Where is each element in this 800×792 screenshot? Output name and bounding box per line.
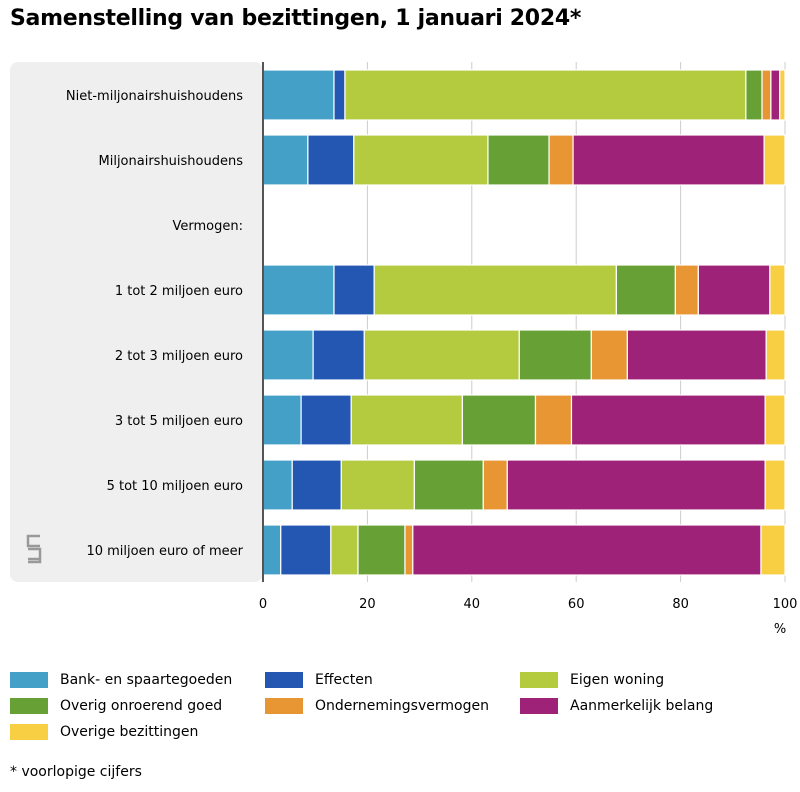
bar-segment-2 <box>350 394 464 446</box>
bar-segment-5 <box>572 134 765 186</box>
legend-swatch <box>520 698 558 714</box>
bar-segment-6 <box>763 134 786 186</box>
x-axis-label: % <box>774 622 786 637</box>
bar-segment-6 <box>765 329 786 381</box>
bar-segment-2 <box>363 329 520 381</box>
bar-segment-5 <box>506 459 766 511</box>
legend-item: Aanmerkelijk belang <box>520 698 713 714</box>
category-label: 3 tot 5 miljoen euro <box>115 414 243 429</box>
bar-segment-4 <box>534 394 573 446</box>
bar-segment-6 <box>769 264 786 316</box>
legend-item: Eigen woning <box>520 672 664 688</box>
cbs-logo <box>26 534 42 564</box>
bar-segment-0 <box>262 264 335 316</box>
bar-segment-3 <box>461 394 537 446</box>
legend-label: Eigen woning <box>570 672 665 688</box>
bar-segment-1 <box>280 524 332 576</box>
bar-segment-2 <box>353 134 489 186</box>
bar-segment-1 <box>300 394 352 446</box>
bar-segment-0 <box>262 134 309 186</box>
bar-segment-4 <box>404 524 414 576</box>
bar-segment-0 <box>262 394 302 446</box>
bar-segment-6 <box>760 524 786 576</box>
legend-swatch <box>10 724 48 740</box>
bar-segment-2 <box>340 459 415 511</box>
category-label: 10 miljoen euro of meer <box>86 544 243 559</box>
x-tick-label: 0 <box>259 597 267 612</box>
x-tick-label: 40 <box>464 597 481 612</box>
legend-item: Overig onroerend goed <box>10 698 222 714</box>
bar-segment-4 <box>548 134 574 186</box>
bar-segment-6 <box>779 69 786 121</box>
legend-label: Aanmerkelijk belang <box>570 698 714 714</box>
bar-segment-0 <box>262 459 293 511</box>
bar-segment-4 <box>674 264 699 316</box>
x-tick-label: 80 <box>672 597 689 612</box>
legend-swatch <box>265 698 303 714</box>
bar-segment-5 <box>770 69 781 121</box>
legend-label: Bank- en spaartegoeden <box>60 672 233 688</box>
legend-swatch <box>10 698 48 714</box>
category-label: Niet-miljonairshuishoudens <box>66 89 243 104</box>
bar-segment-2 <box>344 69 747 121</box>
bar-segment-4 <box>590 329 628 381</box>
stacked-bar-chart: 0 20 40 60 80 100% Niet-miljonairshuishoudens M… <box>26 62 798 637</box>
category-label-panel <box>10 62 263 582</box>
bar-segment-5 <box>697 264 771 316</box>
legend-item: Bank- en spaartegoeden <box>10 672 232 688</box>
bar-segment-3 <box>413 459 484 511</box>
category-label: 2 tot 3 miljoen euro <box>115 349 243 364</box>
bar-segment-3 <box>357 524 406 576</box>
legend-swatch <box>10 672 48 688</box>
bar-segment-2 <box>330 524 359 576</box>
bar-segment-3 <box>518 329 592 381</box>
legend-label: Ondernemingsvermogen <box>315 698 489 714</box>
x-tick-label: 20 <box>359 597 376 612</box>
bar-segment-5 <box>626 329 767 381</box>
bar-segment-6 <box>764 394 786 446</box>
footnote: * voorlopige cijfers <box>10 764 142 780</box>
legend-swatch <box>520 672 558 688</box>
x-tick-label: 100 <box>773 597 798 612</box>
x-tick-label: 60 <box>568 597 585 612</box>
bar-segment-2 <box>373 264 617 316</box>
legend-label: Overig onroerend goed <box>60 698 223 714</box>
legend-label: Overige bezittingen <box>60 724 199 740</box>
bar-segment-0 <box>262 329 314 381</box>
category-label: Vermogen: <box>173 219 243 234</box>
bar-segment-1 <box>312 329 365 381</box>
legend-item: Ondernemingsvermogen <box>265 698 489 714</box>
bar-segment-0 <box>262 69 335 121</box>
category-label: 1 tot 2 miljoen euro <box>115 284 243 299</box>
legend-label: Effecten <box>315 672 373 688</box>
bar-segment-1 <box>307 134 355 186</box>
chart-title: Samenstelling van bezittingen, 1 januari… <box>10 6 582 31</box>
bar-segment-3 <box>745 69 763 121</box>
bar-segment-5 <box>412 524 762 576</box>
bar-segment-1 <box>333 69 346 121</box>
legend-item: Effecten <box>265 672 373 688</box>
bar-segment-4 <box>482 459 508 511</box>
bar-segment-1 <box>291 459 342 511</box>
bar-segment-6 <box>764 459 786 511</box>
bar-segment-5 <box>570 394 766 446</box>
bar-segment-1 <box>333 264 375 316</box>
bar-segment-3 <box>615 264 676 316</box>
category-label: 5 tot 10 miljoen euro <box>107 479 243 494</box>
legend-swatch <box>265 672 303 688</box>
bar-segment-0 <box>262 524 282 576</box>
bar-segment-3 <box>487 134 550 186</box>
legend-item: Overige bezittingen <box>10 724 198 740</box>
bar-segment-4 <box>761 69 772 121</box>
category-label: Miljonairshuishoudens <box>99 154 244 169</box>
